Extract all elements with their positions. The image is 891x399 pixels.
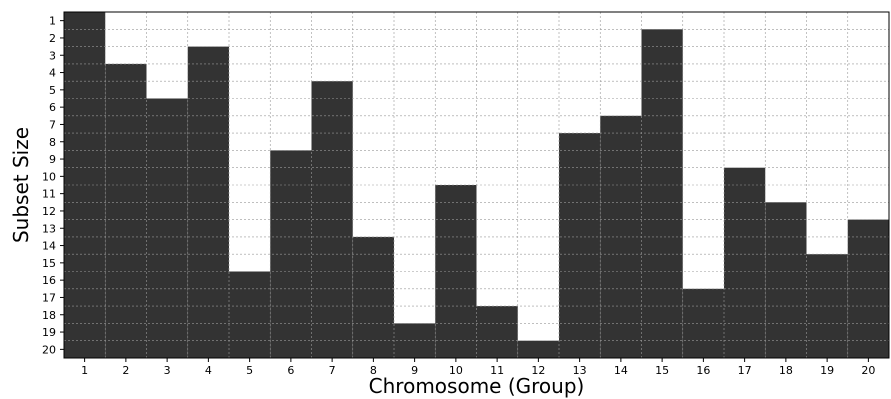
x-tick-label: 6: [287, 364, 294, 377]
bar-chromosome-11: [476, 306, 518, 358]
x-tick-label: 7: [329, 364, 336, 377]
y-tick-label: 3: [49, 49, 56, 62]
x-tick-label: 19: [820, 364, 834, 377]
x-axis-label: Chromosome (Group): [369, 374, 585, 398]
y-tick-label: 16: [42, 274, 56, 287]
bar-chromosome-5: [229, 271, 271, 358]
x-tick-label: 14: [614, 364, 628, 377]
x-tick-label: 1: [81, 364, 88, 377]
y-axis-label: Subset Size: [9, 127, 33, 243]
x-tick-label: 17: [738, 364, 752, 377]
y-tick-label: 20: [42, 343, 56, 356]
x-tick-label: 2: [122, 364, 129, 377]
x-tick-label: 8: [370, 364, 377, 377]
x-tick-label: 11: [490, 364, 504, 377]
bar-chromosome-3: [146, 98, 188, 358]
y-tick-label: 18: [42, 309, 56, 322]
x-tick-label: 13: [573, 364, 587, 377]
y-tick-label: 8: [49, 136, 56, 149]
y-tick-label: 9: [49, 153, 56, 166]
bar-chromosome-2: [105, 63, 147, 359]
y-tick-label: 11: [42, 188, 56, 201]
x-tick-label: 9: [411, 364, 418, 377]
x-tick-label: 18: [779, 364, 793, 377]
x-axis-ticks: 1 2 3 4 5 6 7 8 9 10 11 12 13 14 15 16 17 18 19 20: [81, 358, 875, 377]
bar-chromosome-13: [559, 133, 601, 358]
y-tick-label: 6: [49, 101, 56, 114]
bar-chromosome-12: [517, 340, 559, 358]
x-tick-label: 4: [205, 364, 212, 377]
y-tick-label: 19: [42, 326, 56, 339]
grid-lines: [64, 12, 889, 358]
y-tick-label: 4: [49, 67, 56, 80]
bar-chromosome-15: [641, 29, 683, 359]
bar-chromosome-8: [352, 236, 394, 358]
y-tick-label: 17: [42, 291, 56, 304]
plot-frame: [63, 11, 890, 359]
y-tick-label: 10: [42, 170, 56, 183]
x-tick-label: 5: [246, 364, 253, 377]
x-tick-label: 20: [861, 364, 875, 377]
y-tick-label: 12: [42, 205, 56, 218]
x-tick-label: 3: [164, 364, 171, 377]
bar-chromosome-17: [724, 167, 766, 358]
x-tick-label: 15: [655, 364, 669, 377]
x-tick-label: 16: [696, 364, 710, 377]
y-tick-label: 2: [49, 32, 56, 45]
y-tick-label: 15: [42, 257, 56, 270]
bar-chromosome-18: [765, 202, 807, 358]
x-tick-label: 12: [531, 364, 545, 377]
y-tick-label: 14: [42, 240, 56, 253]
y-tick-label: 5: [49, 84, 56, 97]
y-tick-label: 1: [49, 15, 56, 28]
y-tick-label: 7: [49, 118, 56, 131]
y-tick-label: 13: [42, 222, 56, 235]
x-tick-label: 10: [449, 364, 463, 377]
